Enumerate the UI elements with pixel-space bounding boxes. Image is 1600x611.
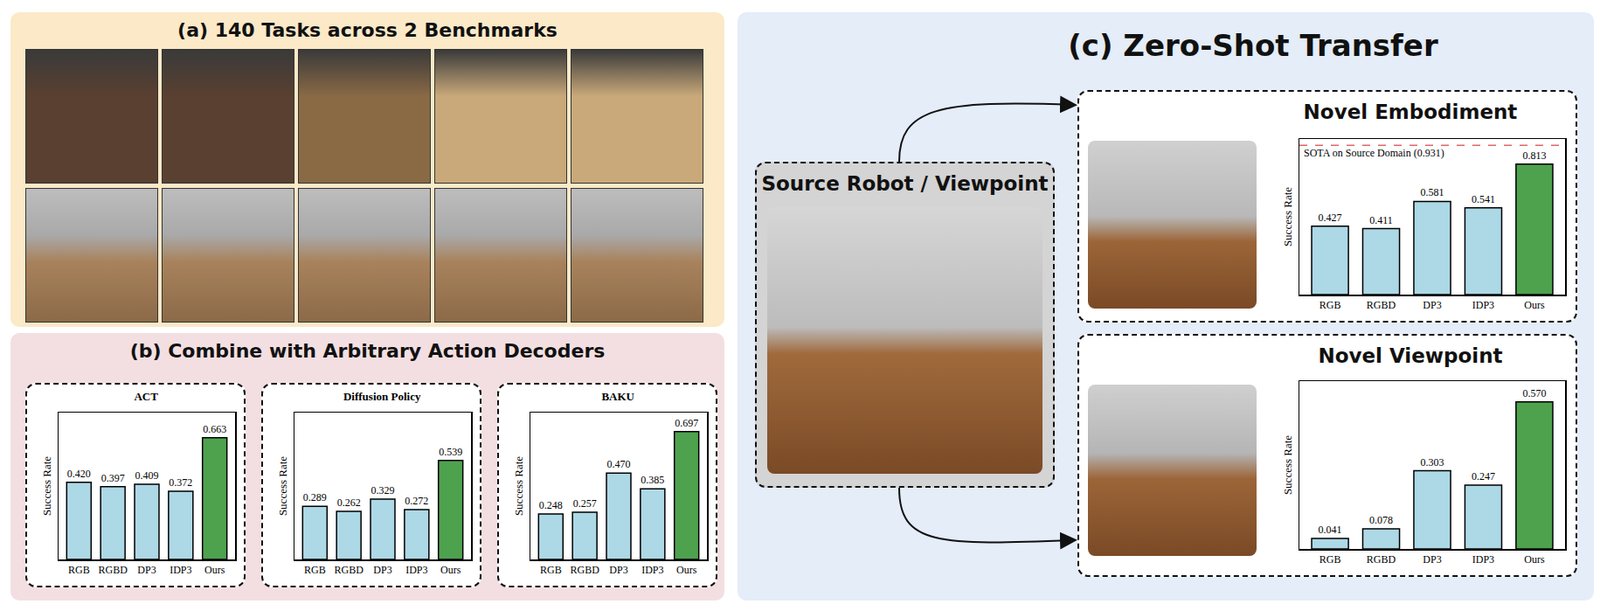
svg-text:0.470: 0.470 [607,457,631,471]
svg-text:Ours: Ours [676,563,698,576]
svg-text:IDP3: IDP3 [405,563,428,576]
svg-text:DP3: DP3 [609,563,628,576]
svg-text:Ours: Ours [1523,298,1545,312]
svg-text:IDP3: IDP3 [1472,553,1495,566]
svg-text:0.420: 0.420 [67,467,91,480]
svg-text:0.329: 0.329 [371,484,395,497]
svg-text:0.541: 0.541 [1471,193,1496,206]
svg-text:RGB: RGB [1319,298,1342,312]
svg-text:Ours: Ours [204,563,226,576]
svg-text:0.262: 0.262 [337,496,361,509]
svg-text:RGBD: RGBD [1366,298,1397,312]
html-text:Novel Embodiment: Novel Embodiment [1303,100,1518,124]
svg-text:0.570: 0.570 [1522,387,1546,400]
svg-text:0.697: 0.697 [674,416,699,430]
svg-text:Success Rate: Success Rate [40,456,54,516]
svg-text:0.248: 0.248 [539,498,563,512]
svg-text:Diffusion Policy: Diffusion Policy [343,389,422,403]
svg-text:IDP3: IDP3 [1472,298,1495,312]
svg-text:RGBD: RGBD [1366,553,1397,566]
svg-text:Success Rate: Success Rate [512,456,526,516]
svg-text:RGB: RGB [540,563,562,576]
svg-text:0.813: 0.813 [1522,149,1546,162]
svg-text:Success Rate: Success Rate [1281,435,1295,495]
svg-text:0.427: 0.427 [1318,211,1343,224]
html-text:(c) Zero-Shot Transfer: (c) Zero-Shot Transfer [1068,27,1439,63]
svg-text:DP3: DP3 [1422,553,1441,566]
svg-text:0.663: 0.663 [202,422,227,436]
svg-text:RGB: RGB [68,563,91,576]
svg-text:0.409: 0.409 [135,469,160,482]
svg-text:IDP3: IDP3 [169,563,192,576]
svg-text:0.397: 0.397 [101,471,125,485]
svg-text:ACT: ACT [133,389,159,403]
svg-text:Success Rate: Success Rate [1281,187,1295,247]
svg-text:0.581: 0.581 [1420,186,1445,199]
svg-text:Ours: Ours [1523,553,1545,566]
svg-text:0.078: 0.078 [1369,513,1393,527]
svg-text:0.289: 0.289 [303,491,327,504]
html-text:(b) Combine with Arbitrary Act: (b) Combine with Arbitrary Action Decode… [129,339,605,362]
svg-text:DP3: DP3 [137,563,156,576]
svg-text:0.247: 0.247 [1471,470,1496,483]
svg-text:RGB: RGB [1319,553,1342,566]
svg-text:0.385: 0.385 [640,473,665,486]
svg-text:0.539: 0.539 [438,445,463,458]
svg-text:RGBD: RGBD [569,563,600,576]
svg-text:DP3: DP3 [1422,298,1441,312]
svg-text:Ours: Ours [440,563,462,576]
svg-text:0.041: 0.041 [1318,523,1343,536]
html-text:(a) 140 Tasks across 2 Benchma: (a) 140 Tasks across 2 Benchmarks [177,19,558,42]
svg-text:SOTA on Source Domain (0.931): SOTA on Source Domain (0.931) [1303,146,1445,160]
svg-text:0.257: 0.257 [573,497,597,510]
svg-text:0.303: 0.303 [1420,456,1445,469]
svg-text:RGBD: RGBD [97,563,128,576]
svg-text:BAKU: BAKU [601,389,635,403]
html-text:Source Robot / Viewpoint: Source Robot / Viewpoint [761,172,1049,195]
svg-text:Success Rate: Success Rate [276,456,290,516]
html-text:Novel Viewpoint: Novel Viewpoint [1318,344,1503,368]
svg-text:RGBD: RGBD [333,563,364,576]
svg-text:0.372: 0.372 [168,476,193,489]
svg-text:0.411: 0.411 [1369,214,1393,227]
svg-text:IDP3: IDP3 [641,563,664,576]
svg-text:DP3: DP3 [373,563,392,576]
svg-text:0.272: 0.272 [404,494,429,507]
svg-text:RGB: RGB [304,563,326,576]
